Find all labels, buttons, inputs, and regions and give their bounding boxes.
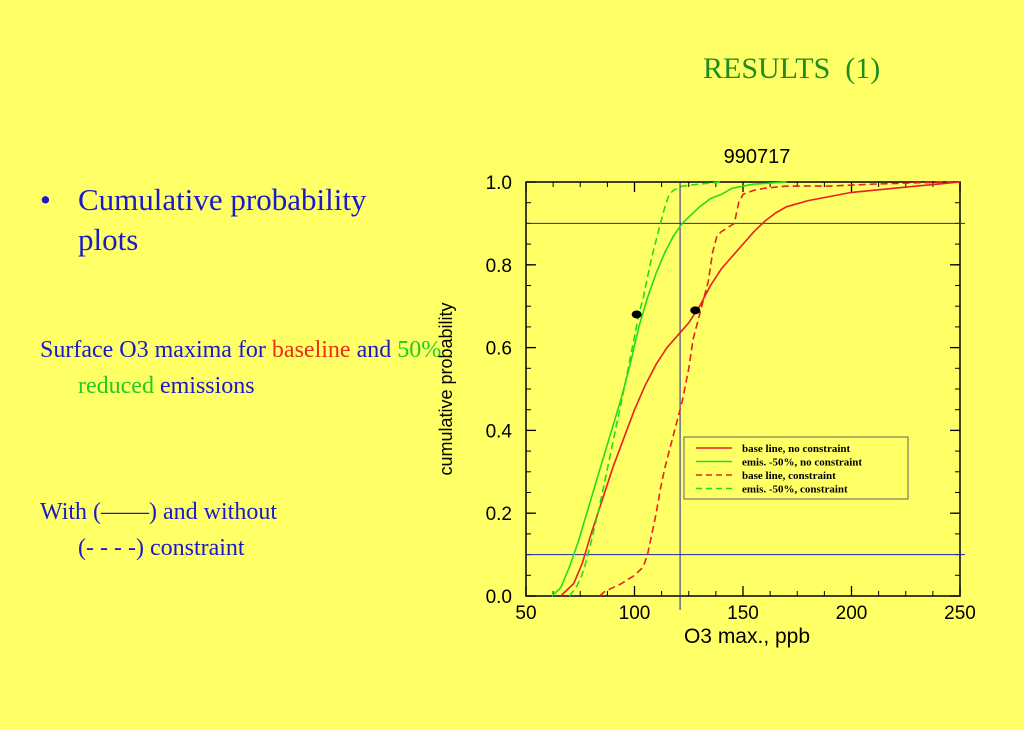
series-line-1 — [560, 181, 961, 597]
slide-title: RESULTS (1) — [703, 52, 881, 85]
description-paragraph: Surface O3 maxima for baseline and 50% r… — [40, 332, 458, 404]
legend-label: base line, constraint — [742, 470, 836, 482]
y-tick-label: 0.4 — [486, 421, 513, 442]
legend-label: base line, no constraint — [742, 443, 851, 455]
x-tick-label: 250 — [944, 603, 976, 624]
data-marker — [690, 306, 701, 315]
para-prefix: Surface O3 maxima for — [40, 337, 272, 363]
y-tick-label: 1.0 — [486, 173, 512, 194]
x-axis-label: O3 max., ppb — [684, 625, 810, 648]
series-line-3 — [599, 181, 961, 597]
para-and: and — [350, 337, 398, 363]
x-tick-label: 150 — [727, 603, 759, 624]
reduced-label: reduced — [78, 373, 154, 399]
x-tick-label: 200 — [836, 603, 868, 624]
bullet-marker: • — [40, 182, 51, 217]
baseline-label: baseline — [271, 337, 351, 363]
y-tick-label: 0.6 — [486, 339, 512, 360]
reduced-pct-label: 50% — [397, 337, 442, 363]
data-marker — [631, 310, 642, 319]
para-suffix: emissions — [153, 373, 255, 399]
y-axis-label: cumulative probability — [436, 302, 456, 475]
legend-label: emis. -50%, no constraint — [742, 457, 862, 469]
series-line-4 — [568, 181, 722, 597]
constraint-line-1: With (——) and without — [40, 499, 277, 525]
series-line-2 — [551, 181, 787, 597]
y-tick-label: 0.2 — [486, 504, 512, 525]
y-tick-label: 0.0 — [486, 587, 512, 608]
y-tick-label: 0.8 — [486, 256, 512, 277]
x-tick-label: 100 — [619, 603, 651, 624]
x-tick-label: 50 — [515, 603, 536, 624]
bullet-text: Cumulative probability plots — [78, 182, 367, 257]
bullet-item: • Cumulative probability plots — [40, 180, 408, 260]
constraint-line-2: (- - - -) constraint — [78, 535, 245, 561]
legend-label: emis. -50%, constraint — [742, 484, 848, 496]
constraint-paragraph: With (——) and without (- - - -) constrain… — [40, 494, 458, 566]
chart-title: 990717 — [724, 146, 791, 168]
